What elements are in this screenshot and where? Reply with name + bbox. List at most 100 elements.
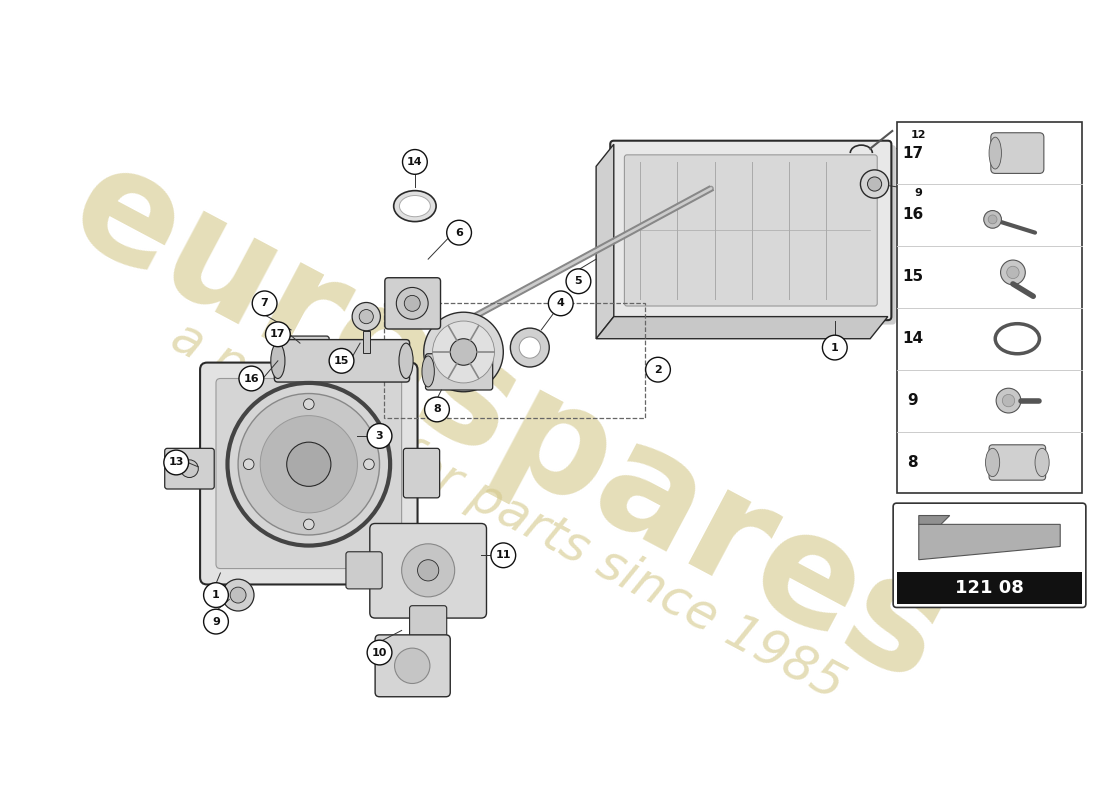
FancyBboxPatch shape xyxy=(404,448,440,498)
Text: 12: 12 xyxy=(911,130,926,140)
Text: 15: 15 xyxy=(333,356,349,366)
Bar xyxy=(896,122,1082,494)
Text: 2: 2 xyxy=(654,365,662,374)
Circle shape xyxy=(395,648,430,683)
Text: 16: 16 xyxy=(243,374,260,383)
Text: 7: 7 xyxy=(261,298,268,308)
Circle shape xyxy=(997,388,1021,413)
Polygon shape xyxy=(596,144,614,338)
Text: 5: 5 xyxy=(574,276,582,286)
Circle shape xyxy=(988,215,997,224)
Text: eurospares: eurospares xyxy=(46,130,969,715)
Text: 1: 1 xyxy=(212,590,220,600)
Circle shape xyxy=(222,579,254,611)
FancyBboxPatch shape xyxy=(375,635,450,697)
Circle shape xyxy=(287,442,331,486)
Text: 11: 11 xyxy=(495,550,512,560)
FancyBboxPatch shape xyxy=(274,340,409,382)
Circle shape xyxy=(432,321,495,383)
Circle shape xyxy=(447,220,472,245)
Text: 9: 9 xyxy=(915,188,923,198)
Circle shape xyxy=(646,358,670,382)
Text: a passion for parts since 1985: a passion for parts since 1985 xyxy=(163,313,852,710)
FancyBboxPatch shape xyxy=(625,155,877,306)
Text: 9: 9 xyxy=(212,617,220,626)
Bar xyxy=(384,303,645,418)
FancyBboxPatch shape xyxy=(989,445,1046,480)
Ellipse shape xyxy=(399,343,414,378)
Text: 6: 6 xyxy=(455,228,463,238)
Circle shape xyxy=(405,295,420,311)
Circle shape xyxy=(364,459,374,470)
Text: 16: 16 xyxy=(902,207,923,222)
Circle shape xyxy=(261,416,358,513)
FancyBboxPatch shape xyxy=(615,145,895,325)
Polygon shape xyxy=(596,317,888,338)
Circle shape xyxy=(329,349,354,373)
Ellipse shape xyxy=(271,343,285,378)
Circle shape xyxy=(402,544,454,597)
Circle shape xyxy=(265,322,290,346)
FancyBboxPatch shape xyxy=(991,133,1044,174)
FancyBboxPatch shape xyxy=(426,354,493,390)
FancyBboxPatch shape xyxy=(409,606,447,642)
FancyBboxPatch shape xyxy=(610,141,891,320)
FancyBboxPatch shape xyxy=(893,503,1086,607)
Circle shape xyxy=(243,459,254,470)
Circle shape xyxy=(1002,394,1014,406)
Circle shape xyxy=(566,269,591,294)
Ellipse shape xyxy=(989,137,1001,169)
Text: 9: 9 xyxy=(908,393,917,408)
Ellipse shape xyxy=(394,190,436,222)
Text: 1: 1 xyxy=(830,342,838,353)
Bar xyxy=(363,330,370,353)
FancyBboxPatch shape xyxy=(200,362,418,585)
Text: 4: 4 xyxy=(557,298,564,308)
FancyBboxPatch shape xyxy=(345,552,382,589)
FancyBboxPatch shape xyxy=(165,448,214,489)
Circle shape xyxy=(519,337,540,358)
Circle shape xyxy=(983,210,1001,228)
Text: 3: 3 xyxy=(376,431,383,441)
Circle shape xyxy=(352,302,381,330)
Text: 17: 17 xyxy=(902,146,923,161)
Circle shape xyxy=(396,287,428,319)
Circle shape xyxy=(510,328,549,367)
Polygon shape xyxy=(918,524,1060,560)
Circle shape xyxy=(204,582,229,607)
Circle shape xyxy=(425,397,450,422)
Text: 121 08: 121 08 xyxy=(955,579,1024,597)
Circle shape xyxy=(367,640,392,665)
Circle shape xyxy=(304,519,315,530)
Circle shape xyxy=(860,170,889,198)
Circle shape xyxy=(906,181,932,206)
Circle shape xyxy=(868,177,881,191)
Text: 8: 8 xyxy=(433,405,441,414)
Circle shape xyxy=(549,291,573,316)
Ellipse shape xyxy=(399,195,430,217)
Circle shape xyxy=(418,560,439,581)
Circle shape xyxy=(367,423,392,448)
Text: 17: 17 xyxy=(271,330,286,339)
Text: 8: 8 xyxy=(908,455,917,470)
Ellipse shape xyxy=(1035,448,1049,477)
Circle shape xyxy=(239,366,264,391)
Circle shape xyxy=(180,460,198,478)
Text: 14: 14 xyxy=(902,331,923,346)
Circle shape xyxy=(906,123,932,148)
Circle shape xyxy=(1006,266,1019,278)
Circle shape xyxy=(360,310,373,324)
Ellipse shape xyxy=(986,448,1000,477)
Circle shape xyxy=(298,346,319,367)
Circle shape xyxy=(491,543,516,568)
Text: 15: 15 xyxy=(902,270,923,284)
Circle shape xyxy=(450,338,476,366)
Circle shape xyxy=(1001,260,1025,285)
FancyBboxPatch shape xyxy=(216,378,402,569)
Text: 13: 13 xyxy=(168,458,184,467)
FancyBboxPatch shape xyxy=(288,336,329,377)
Polygon shape xyxy=(918,515,949,524)
Circle shape xyxy=(204,610,229,634)
Circle shape xyxy=(403,150,427,174)
Circle shape xyxy=(304,399,315,410)
